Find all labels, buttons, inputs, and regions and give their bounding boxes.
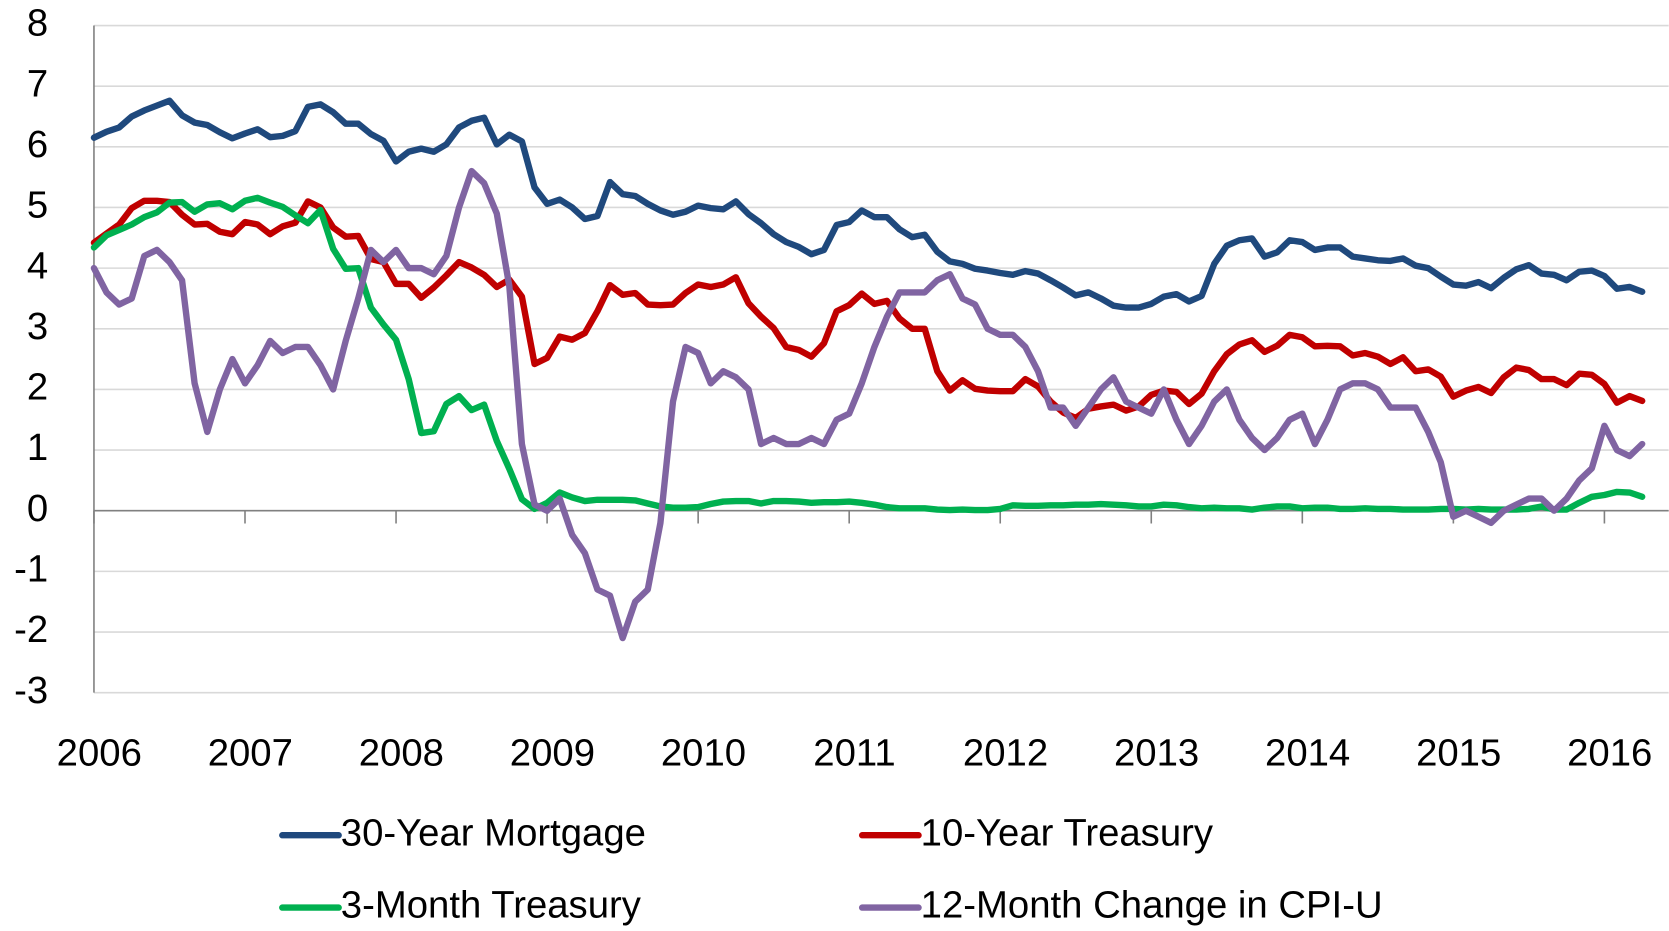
x-tick-label: 2010 <box>661 732 746 775</box>
x-tick-label: 2013 <box>1114 732 1199 775</box>
x-tick-label: 2009 <box>510 732 595 775</box>
legend-label: 12-Month Change in CPI-U <box>921 884 1383 927</box>
x-tick-label: 2006 <box>57 732 142 775</box>
line-series <box>90 194 1646 514</box>
y-tick-label: 0 <box>27 487 48 530</box>
y-tick-label: -2 <box>14 608 48 651</box>
legend-label: 10-Year Treasury <box>921 811 1214 854</box>
y-tick-label: 4 <box>27 244 48 287</box>
y-tick-label: 8 <box>27 2 48 45</box>
y-tick-label: 6 <box>27 123 48 166</box>
line-series <box>90 197 1646 422</box>
legend-label: 3-Month Treasury <box>341 884 642 927</box>
y-tick-label: 2 <box>27 366 48 409</box>
x-tick-label: 2011 <box>813 732 895 775</box>
line-series <box>90 97 1646 311</box>
y-tick-label: 7 <box>27 62 48 105</box>
x-tick-label: 2016 <box>1567 732 1652 775</box>
x-tick-label: 2008 <box>359 732 444 775</box>
y-tick-label: 5 <box>27 184 48 227</box>
x-tick-label: 2012 <box>963 732 1048 775</box>
x-tick-label: 2007 <box>208 732 293 775</box>
x-tick-label: 2014 <box>1265 732 1350 775</box>
line-series <box>90 167 1646 642</box>
legend-label: 30-Year Mortgage <box>341 811 646 854</box>
y-tick-label: -3 <box>14 669 48 712</box>
y-tick-label: -1 <box>14 547 48 590</box>
y-tick-label: 3 <box>27 305 48 348</box>
y-tick-label: 1 <box>27 426 48 469</box>
x-tick-label: 2015 <box>1416 732 1501 775</box>
